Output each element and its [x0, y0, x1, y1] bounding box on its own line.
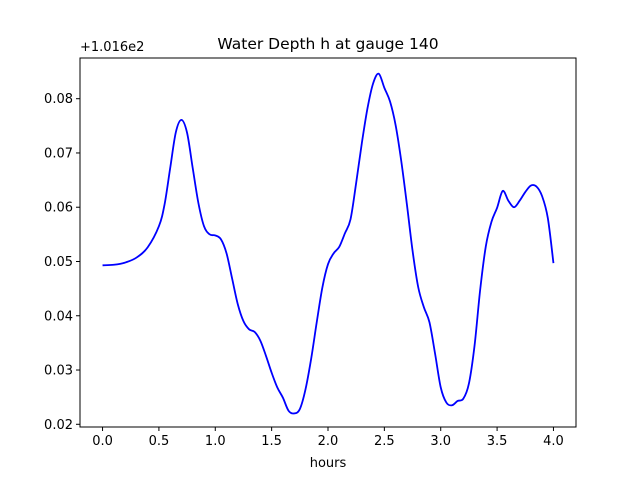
x-tick-label: 3.0	[430, 434, 451, 449]
series-layer	[102, 72, 555, 415]
x-tick-label: 2.5	[374, 434, 395, 449]
x-tick-label: 2.0	[318, 434, 339, 449]
y-tick-label: 0.03	[44, 364, 73, 379]
plot-area-frame	[79, 57, 577, 428]
y-axis-offset-label: +1.016e2	[80, 40, 144, 55]
x-axis-label: hours	[310, 456, 347, 471]
y-tick-label: 0.04	[44, 309, 73, 324]
x-tick-label: 1.5	[261, 434, 282, 449]
y-tick-label: 0.07	[44, 146, 73, 161]
x-tick-label: 3.5	[487, 434, 508, 449]
ticks-layer: 0.0 0.5 1.0 1.5 2.0 2.5 3.0 3.5 4.0 0.02 0.03 0.04 0…	[44, 92, 564, 449]
y-tick-label: 0.02	[44, 418, 73, 433]
chart-title: Water Depth h at gauge 140	[217, 35, 438, 53]
x-tick-label: 0.0	[92, 434, 113, 449]
x-tick-label: 0.5	[149, 434, 170, 449]
y-tick-label: 0.06	[44, 201, 73, 216]
series-line	[102, 72, 555, 415]
x-tick-label: 1.0	[205, 434, 226, 449]
y-tick-label: 0.05	[44, 255, 73, 270]
y-tick-label: 0.08	[44, 92, 73, 107]
x-tick-label: 4.0	[543, 434, 564, 449]
